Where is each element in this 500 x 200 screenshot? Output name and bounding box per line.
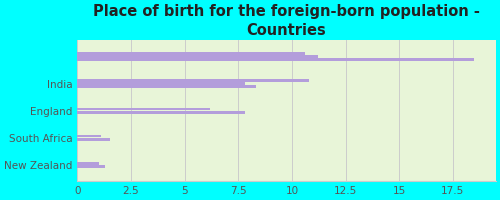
Title: Place of birth for the foreign-born population -
Countries: Place of birth for the foreign-born popu… bbox=[93, 4, 480, 38]
Bar bbox=[78, 111, 245, 114]
Bar bbox=[78, 82, 245, 85]
Bar bbox=[78, 55, 318, 58]
Bar bbox=[78, 108, 210, 110]
Bar bbox=[78, 162, 99, 165]
Bar bbox=[78, 79, 309, 82]
Bar bbox=[78, 52, 305, 55]
Bar bbox=[78, 165, 106, 168]
Bar bbox=[78, 138, 110, 141]
Bar bbox=[78, 85, 256, 88]
Bar bbox=[78, 58, 474, 61]
Bar bbox=[78, 135, 101, 137]
